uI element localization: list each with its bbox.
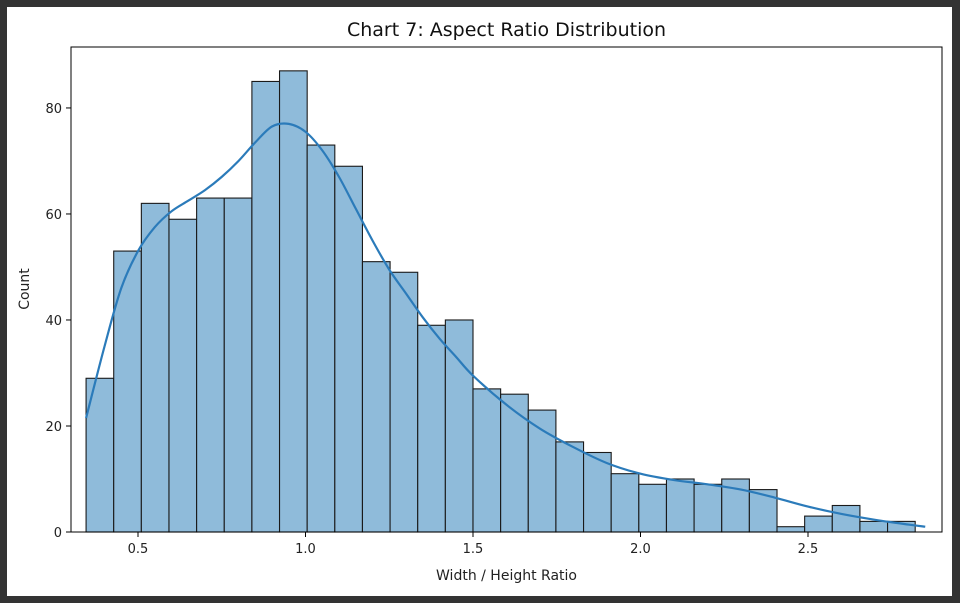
histogram-bar [472,388,502,533]
histogram-bar [251,80,281,533]
x-tick-label: 1.5 [463,542,484,557]
histogram-bars [85,70,916,533]
y-tick-label: 40 [45,314,62,329]
histogram-bar [527,409,557,533]
histogram-bar [444,319,474,533]
histogram-bar [113,250,142,533]
histogram-bar [278,70,308,533]
histogram-bar [610,473,640,533]
histogram-bar [417,324,446,533]
histogram-bar [140,202,170,533]
histogram-bar [306,144,336,533]
histogram-bar [859,520,889,533]
histogram-bar [582,451,612,533]
y-axis: 0 20 40 60 80 [45,102,71,541]
y-tick-label: 80 [45,102,62,117]
y-tick-label: 0 [54,526,62,541]
histogram-bar [389,271,419,533]
histogram-bar [804,515,833,533]
histogram-bar [555,441,585,533]
x-axis: 0.5 1.0 1.5 2.0 2.5 [128,532,819,557]
histogram-bar [638,483,668,533]
histogram-bar [500,393,529,533]
kde-curve [85,122,926,528]
histogram-bar [748,489,778,533]
x-tick-label: 2.0 [630,542,651,557]
y-axis-title: Count [17,268,33,310]
histogram-bar [223,197,253,533]
kde-curve-group [85,122,926,528]
x-tick-label: 0.5 [128,542,149,557]
x-axis-title: Width / Height Ratio [436,568,577,584]
y-tick-label: 20 [45,420,62,435]
histogram-bar [196,197,225,533]
histogram-bar [831,504,861,533]
chart-figure: Chart 7: Aspect Ratio Distribution 0.5 1.… [7,7,952,596]
x-tick-label: 2.5 [798,542,819,557]
histogram-bar [665,478,695,533]
histogram-bar [334,165,364,533]
histogram-bar [361,261,391,533]
plot-frame [70,46,943,533]
histogram-bar [776,526,806,533]
histogram-bar [693,483,723,533]
histogram-bar [168,218,198,533]
chart-title: Chart 7: Aspect Ratio Distribution [347,19,666,41]
y-tick-label: 60 [45,208,62,223]
x-tick-label: 1.0 [295,542,316,557]
histogram-chart: Chart 7: Aspect Ratio Distribution 0.5 1.… [17,19,943,584]
